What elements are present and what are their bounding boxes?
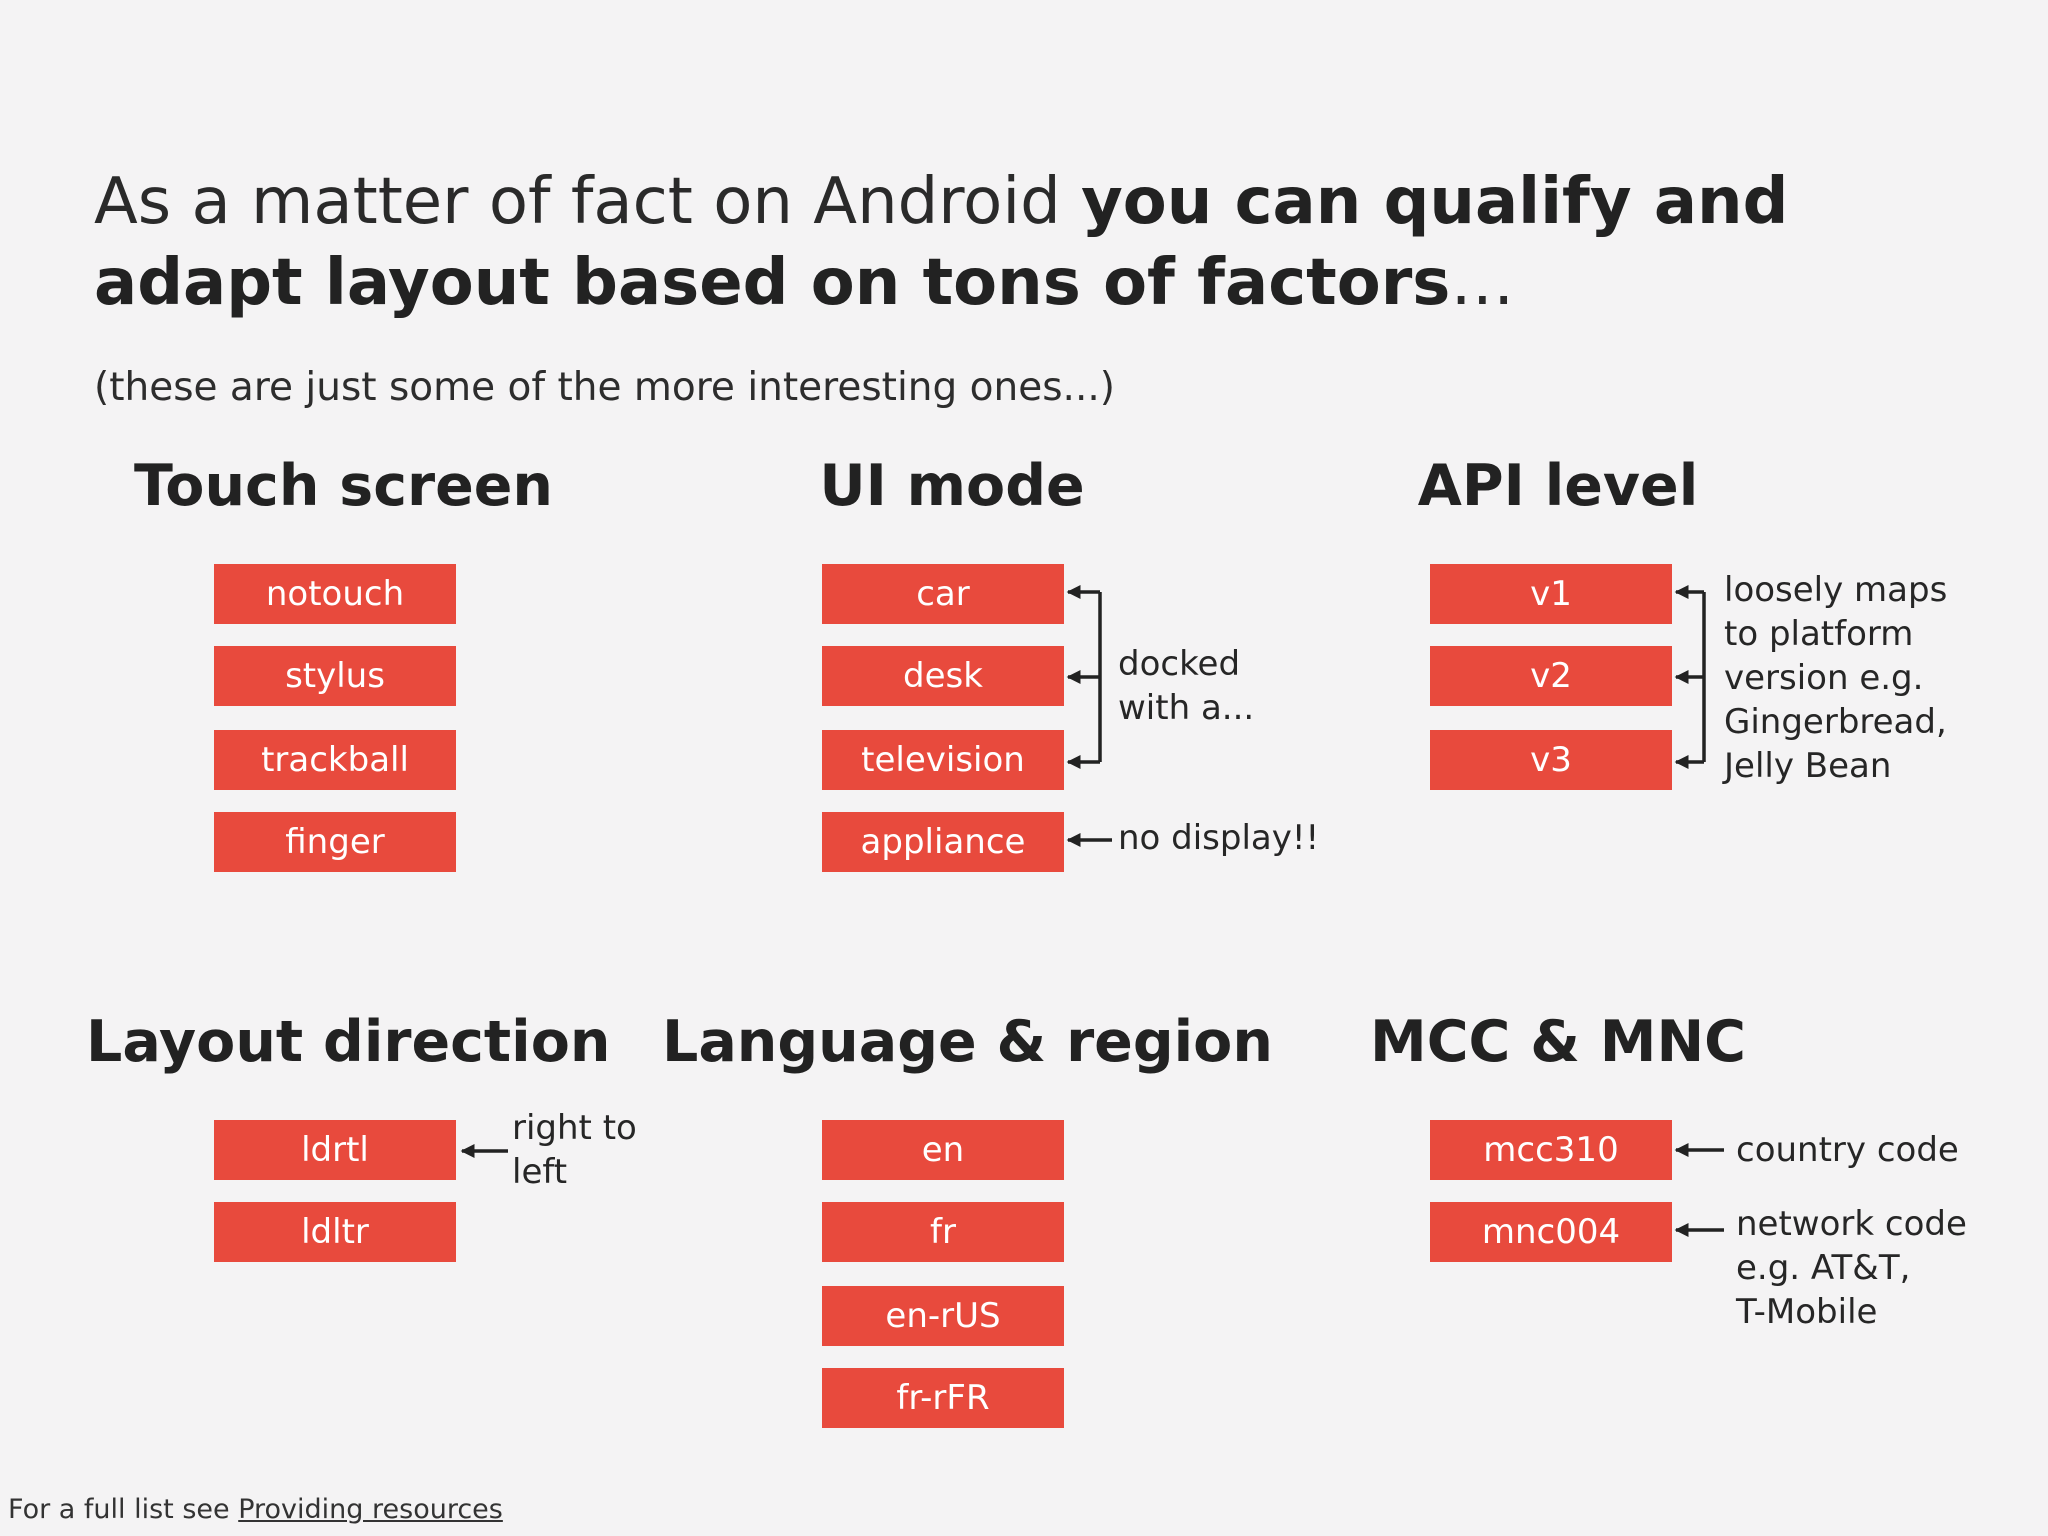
tag-desk: desk [822, 646, 1064, 706]
heading-api-level: API level [1417, 453, 1699, 519]
tag-car: car [822, 564, 1064, 624]
tag-ldltr: ldltr [214, 1202, 456, 1262]
note-network-line-3: T-Mobile [1736, 1292, 1878, 1332]
heading-touch-screen: Touch screen [134, 453, 553, 519]
note-docked: docked with a... [1118, 642, 1254, 730]
note-network-line-2: e.g. AT&T, [1736, 1248, 1911, 1288]
note-api-line-5: Jelly Bean [1724, 746, 1892, 786]
tag-en-rus: en-rUS [822, 1286, 1064, 1346]
note-no-display: no display!! [1118, 818, 1320, 858]
tag-finger: finger [214, 812, 456, 872]
note-docked-line-2: with a... [1118, 688, 1255, 728]
tag-appliance: appliance [822, 812, 1064, 872]
title-normal: As a matter of fact on Android [94, 165, 1082, 239]
tag-v1: v1 [1430, 564, 1672, 624]
page-title: As a matter of fact on Android you can q… [94, 162, 1974, 324]
tag-television: television [822, 730, 1064, 790]
note-rtl: right to left [512, 1106, 637, 1194]
tag-notouch: notouch [214, 564, 456, 624]
footer-prefix: For a full list see [8, 1494, 239, 1525]
tag-ldrtl: ldrtl [214, 1120, 456, 1180]
note-country-code: country code [1736, 1130, 1959, 1170]
note-api: loosely maps to platform version e.g. Gi… [1724, 568, 1947, 788]
providing-resources-link[interactable]: Providing resources [238, 1494, 503, 1525]
heading-mcc-mnc: MCC & MNC [1369, 1009, 1747, 1075]
note-api-line-1: loosely maps [1724, 570, 1948, 610]
heading-layout-direction: Layout direction [86, 1009, 611, 1075]
tag-fr: fr [822, 1202, 1064, 1262]
subtitle: (these are just some of the more interes… [94, 365, 1115, 410]
tag-v3: v3 [1430, 730, 1672, 790]
tag-mnc004: mnc004 [1430, 1202, 1672, 1262]
note-api-line-3: version e.g. [1724, 658, 1924, 698]
note-rtl-line-2: left [512, 1152, 568, 1192]
footer: For a full list see Providing resources [8, 1492, 503, 1528]
note-network-code: network code e.g. AT&T, T-Mobile [1736, 1202, 1967, 1334]
note-rtl-line-1: right to [512, 1108, 637, 1148]
tag-trackball: trackball [214, 730, 456, 790]
note-api-line-2: to platform [1724, 614, 1914, 654]
tag-stylus: stylus [214, 646, 456, 706]
title-bold: you can qualify and adapt layout based o… [94, 165, 1789, 320]
tag-v2: v2 [1430, 646, 1672, 706]
heading-language-region: Language & region [662, 1009, 1273, 1075]
note-docked-line-1: docked [1118, 644, 1241, 684]
tag-fr-rfr: fr-rFR [822, 1368, 1064, 1428]
tag-en: en [822, 1120, 1064, 1180]
note-network-line-1: network code [1736, 1204, 1967, 1244]
title-ellipsis: … [1450, 246, 1515, 320]
note-api-line-4: Gingerbread, [1724, 702, 1947, 742]
tag-mcc310: mcc310 [1430, 1120, 1672, 1180]
heading-ui-mode: UI mode [819, 453, 1085, 519]
